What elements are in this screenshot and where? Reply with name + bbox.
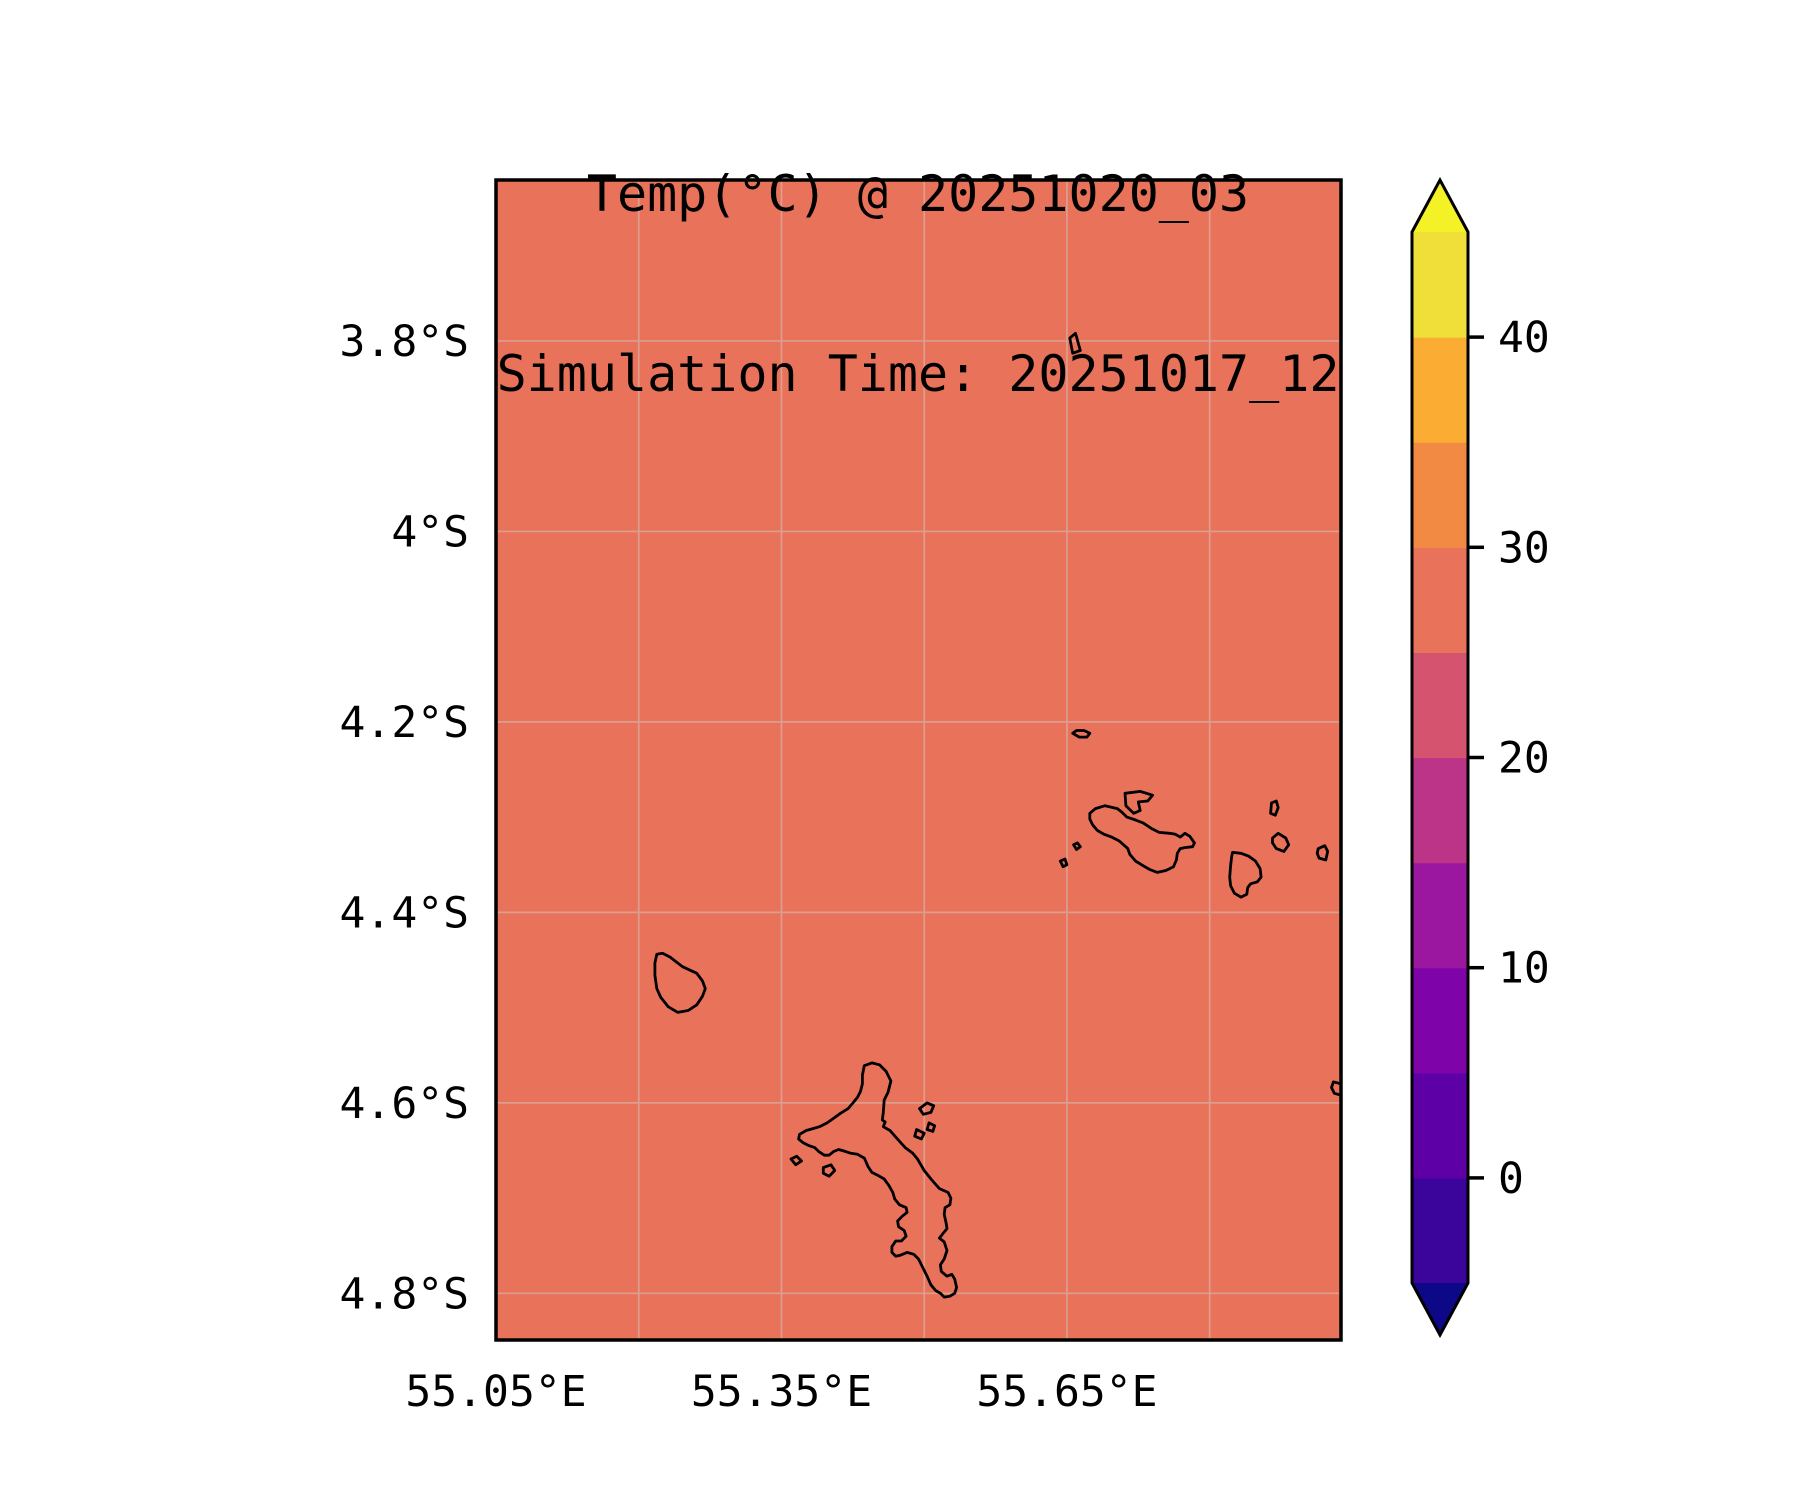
- colorbar-band: [1412, 337, 1468, 443]
- y-tick-label: 4°S: [391, 507, 469, 557]
- chart-title-line1: Temp(°C) @ 20251020_03: [586, 165, 1250, 223]
- temperature-field: [496, 180, 1341, 1340]
- coastline-path: [1058, 857, 1069, 869]
- coastline-path: [1088, 804, 1196, 874]
- coastline-path: [1068, 331, 1082, 355]
- colorbar: 0 10 20 30 40: [1410, 176, 1550, 1339]
- y-tick-label: 4.8°S: [340, 1269, 469, 1319]
- y-tick-label: 4.6°S: [340, 1079, 469, 1129]
- coastline-path: [1123, 790, 1154, 815]
- y-tick-label: 4.4°S: [340, 888, 469, 938]
- coastline-path: [797, 1061, 958, 1299]
- coastline-path: [1072, 841, 1082, 851]
- map-canvas: [496, 180, 1341, 1340]
- colorbar-band: [1412, 652, 1468, 759]
- colorbar-over-arrow: [1412, 180, 1468, 232]
- coastline-path: [1071, 729, 1092, 739]
- colorbar-under-arrow: [1412, 1283, 1468, 1335]
- colorbar-tick-label: 40: [1498, 313, 1550, 363]
- coastline-path: [918, 1101, 936, 1116]
- y-tick-label: 3.8°S: [340, 317, 469, 367]
- colorbar-band: [1412, 442, 1468, 548]
- x-tick-label: 55.35°E: [691, 1367, 872, 1417]
- colorbar-band: [1412, 1177, 1468, 1284]
- colorbar-band: [1412, 1072, 1468, 1179]
- y-tick-label: 4.2°S: [340, 698, 469, 748]
- coastline-path: [913, 1128, 926, 1141]
- chart-title-line2: Simulation Time: 20251017_12: [496, 345, 1340, 403]
- coastline-path: [1271, 831, 1291, 853]
- colorbar-band: [1412, 547, 1468, 653]
- colorbar-band: [1412, 757, 1468, 864]
- colorbar-tick-label: 10: [1498, 944, 1550, 994]
- x-tick-label: 55.05°E: [405, 1367, 586, 1417]
- coastline-path: [1269, 799, 1280, 817]
- colorbar-band: [1412, 232, 1468, 338]
- coastline-path: [821, 1163, 837, 1178]
- coastline-path: [925, 1121, 937, 1133]
- coastline-path: [1228, 851, 1263, 899]
- map-border: [494, 178, 1343, 1342]
- colorbar-tick-label: 30: [1498, 523, 1550, 573]
- chart-title: Temp(°C) @ 20251020_03 Simulation Time: …: [418, 44, 1418, 524]
- coastline-path: [789, 1154, 803, 1167]
- coastline-path: [1315, 844, 1330, 862]
- colorbar-band: [1412, 862, 1468, 969]
- colorbar-tick-label: 20: [1498, 734, 1550, 784]
- colorbar-tick-label: 0: [1498, 1154, 1524, 1204]
- x-tick-label: 55.65°E: [976, 1367, 1157, 1417]
- coastline-path: [653, 951, 707, 1014]
- colorbar-outline: [1410, 176, 1470, 1339]
- colorbar-band: [1412, 967, 1468, 1074]
